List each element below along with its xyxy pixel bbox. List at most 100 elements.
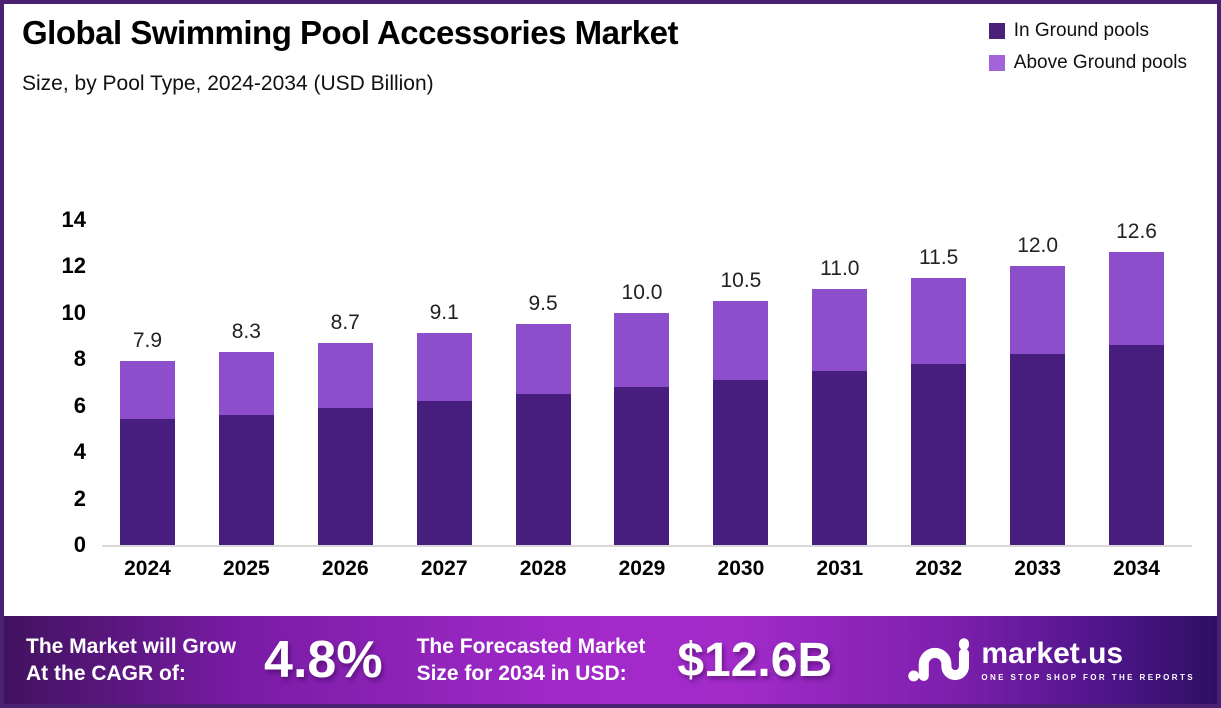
x-tick-2029: 2029 [618, 557, 666, 580]
chart-area: 0 2 4 6 8 10 12 14 7.9 8.3 8.7 9.1 9.5 10.0 10.5 11.0 1… [4, 4, 1217, 704]
y-tick-14: 14 [61, 206, 86, 232]
legend-label-in-ground: In Ground pools [1013, 20, 1149, 41]
bar-group-2031: 11.0 [790, 257, 889, 545]
bar-stack-2033[interactable] [1010, 266, 1066, 545]
x-tick-2026: 2026 [321, 557, 369, 580]
bar-group-2033: 12.0 [988, 234, 1087, 545]
bar-segment-in-ground-2024[interactable] [119, 419, 175, 545]
bar-total-label-2033: 12.0 [1017, 234, 1059, 258]
y-tick-0: 0 [73, 532, 86, 557]
bar-segment-above-ground-2027[interactable] [416, 333, 472, 401]
bar-stack-2026[interactable] [317, 342, 373, 545]
chart-legend: In Ground pools Above Ground pools [988, 20, 1187, 74]
forecast-text: The Forecasted Market Size for 2034 in U… [417, 633, 646, 688]
page-subtitle: Size, by Pool Type, 2024-2034 (USD Billi… [22, 72, 434, 95]
y-tick-2: 2 [73, 485, 86, 511]
brand-tagline: ONE STOP SHOP FOR THE REPORTS [981, 672, 1195, 682]
bar-segment-above-ground-2034[interactable] [1109, 252, 1165, 346]
bar-stack-2027[interactable] [416, 333, 472, 545]
bar-total-label-2030: 10.5 [720, 268, 762, 292]
bar-segment-above-ground-2029[interactable] [614, 312, 670, 387]
bar-segment-in-ground-2030[interactable] [713, 379, 769, 545]
bar-stack-2025[interactable] [218, 352, 274, 545]
bar-segment-in-ground-2028[interactable] [515, 393, 571, 545]
bar-segment-in-ground-2034[interactable] [1109, 345, 1165, 545]
bar-segment-in-ground-2026[interactable] [317, 407, 373, 545]
cagr-text: The Market will Grow At the CAGR of: [26, 633, 236, 688]
marketus-logo-icon [908, 638, 970, 682]
bar-segment-above-ground-2033[interactable] [1010, 266, 1066, 355]
page-title: Global Swimming Pool Accessories Market [22, 14, 679, 51]
legend-label-above-ground: Above Ground pools [1013, 52, 1187, 73]
brand-text: market.us ONE STOP SHOP FOR THE REPORTS [981, 636, 1195, 682]
y-tick-8: 8 [73, 346, 86, 371]
bar-segment-in-ground-2029[interactable] [614, 386, 670, 545]
legend-item-above-ground: Above Ground pools [988, 52, 1187, 74]
bar-group-2030: 10.5 [691, 269, 790, 545]
bar-group-2028: 9.5 [494, 292, 593, 545]
bar-segment-above-ground-2026[interactable] [317, 342, 373, 408]
x-tick-2027: 2027 [420, 557, 468, 580]
brand-name: market.us [981, 636, 1124, 670]
bar-stack-2024[interactable] [119, 361, 175, 545]
bar-segment-above-ground-2025[interactable] [218, 352, 274, 415]
bar-total-label-2024: 7.9 [132, 329, 163, 353]
bar-total-label-2034: 12.6 [1116, 220, 1157, 244]
bar-stack-2030[interactable] [713, 300, 769, 545]
bar-segment-in-ground-2031[interactable] [812, 370, 868, 545]
y-tick-10: 10 [61, 299, 86, 325]
bar-total-label-2031: 11.0 [820, 257, 860, 281]
y-tick-12: 12 [61, 253, 86, 278]
x-tick-2028: 2028 [519, 557, 567, 580]
x-tick-2030: 2030 [717, 557, 765, 580]
forecast-value: $12.6B [677, 633, 833, 687]
bar-group-2029: 10.0 [593, 281, 692, 545]
bar-group-2034: 12.6 [1087, 220, 1186, 545]
x-tick-2031: 2031 [816, 557, 864, 580]
bar-segment-in-ground-2025[interactable] [218, 414, 274, 545]
bar-group-2025: 8.3 [197, 320, 296, 545]
bar-total-label-2029: 10.0 [621, 280, 663, 304]
forecast-text-line1: The Forecasted Market [416, 634, 646, 658]
x-tick-2024: 2024 [124, 557, 171, 580]
bar-total-label-2027: 9.1 [429, 301, 459, 325]
bar-segment-above-ground-2032[interactable] [911, 277, 967, 364]
x-axis-labels: 2024 2025 2026 2027 2028 2029 2030 2031 2032 2033… [98, 557, 1186, 587]
cagr-text-line2: At the CAGR of: [26, 662, 186, 685]
bar-stack-2034[interactable] [1109, 252, 1165, 545]
x-tick-2034: 2034 [1113, 557, 1160, 580]
forecast-text-line2: Size for 2034 in USD: [416, 662, 627, 685]
bar-total-label-2032: 11.5 [919, 245, 959, 269]
legend-item-in-ground: In Ground pools [988, 20, 1187, 42]
cagr-value: 4.8% [264, 631, 383, 689]
bar-stack-2029[interactable] [614, 312, 670, 545]
bar-segment-above-ground-2028[interactable] [515, 324, 571, 394]
cagr-text-line1: The Market will Grow [26, 634, 237, 658]
legend-swatch-above-ground [988, 55, 1005, 71]
brand-logo: market.us ONE STOP SHOP FOR THE REPORTS [907, 634, 1195, 686]
x-axis-line [102, 545, 1192, 547]
bar-total-label-2025: 8.3 [231, 320, 261, 344]
x-tick-2033: 2033 [1014, 557, 1061, 580]
bar-stack-2032[interactable] [911, 277, 967, 545]
y-tick-4: 4 [73, 439, 86, 464]
bar-total-label-2028: 9.5 [528, 292, 558, 316]
bar-segment-in-ground-2027[interactable] [416, 400, 472, 545]
footer-banner: The Market will Grow At the CAGR of: 4.8… [4, 616, 1217, 704]
legend-swatch-in-ground [988, 23, 1005, 39]
bar-stack-2028[interactable] [515, 324, 571, 545]
bar-group-2027: 9.1 [395, 301, 494, 545]
bar-group-2024: 7.9 [98, 329, 197, 545]
bar-segment-above-ground-2030[interactable] [713, 300, 769, 380]
bar-segment-above-ground-2024[interactable] [119, 361, 175, 420]
bar-segment-in-ground-2032[interactable] [911, 363, 967, 545]
bar-total-label-2026: 8.7 [330, 310, 360, 334]
bar-group-2032: 11.5 [889, 246, 988, 545]
bar-group-2026: 8.7 [296, 311, 395, 545]
bar-segment-in-ground-2033[interactable] [1010, 354, 1066, 545]
bar-segment-above-ground-2031[interactable] [812, 289, 868, 371]
bar-stack-2031[interactable] [812, 289, 868, 545]
x-tick-2025: 2025 [223, 557, 270, 580]
x-tick-2032: 2032 [915, 557, 963, 580]
